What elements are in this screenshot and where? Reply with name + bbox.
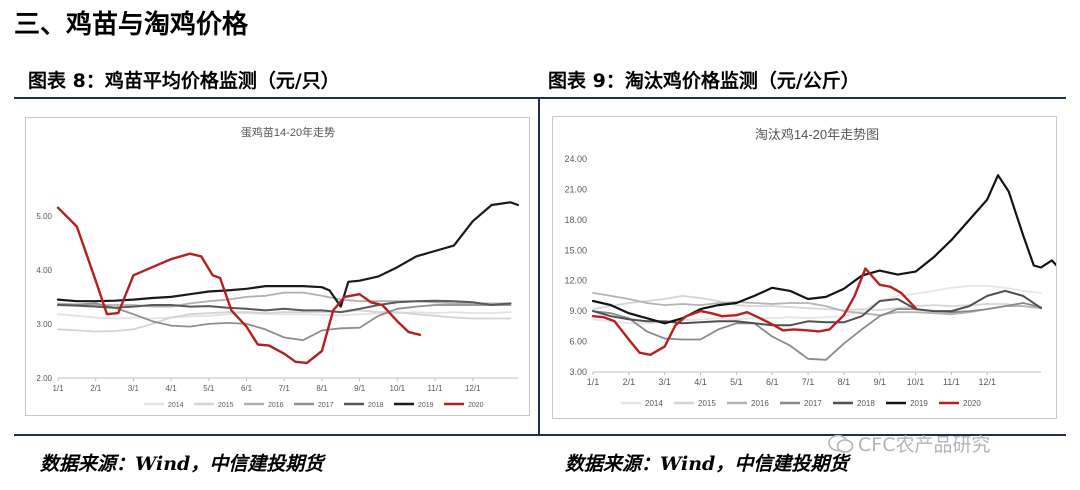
series-line-2016 (57, 291, 512, 308)
x-tick-label: 8/1 (316, 384, 328, 393)
x-tick-label: 11/1 (943, 377, 960, 387)
series-line-2019 (56, 201, 520, 308)
legend-label-2015: 2015 (218, 402, 234, 409)
legend-label-2017: 2017 (804, 399, 822, 408)
bottom-rule (14, 434, 1066, 436)
x-tick-label: 8/1 (838, 377, 851, 387)
watermark-text: CFC农产品研究 (858, 434, 991, 456)
chart-egg-chick-price: 蛋鸡苗14-20年走势 2.00 3.00 4.00 5.00 1/1 2/1 3/1 4/1 5… (36, 125, 520, 409)
y-tick-label: 9.00 (569, 306, 587, 316)
source-note-left: 数据来源：Wind，中信建投期货 (40, 453, 324, 475)
legend-label-2014: 2014 (645, 399, 663, 408)
x-tick-label: 9/1 (873, 377, 886, 387)
series-line-2020 (56, 206, 422, 365)
x-tick-label: 10/1 (390, 384, 406, 393)
y-tick-label: 6.00 (569, 337, 587, 347)
figure-8-title: 图表 8：鸡苗平均价格监测（元/只） (28, 70, 340, 92)
watermark: CFC农产品研究 (828, 430, 990, 457)
x-tick-label: 3/1 (658, 377, 671, 387)
y-tick-label: 5.00 (36, 212, 52, 221)
x-tick-label: 1/1 (587, 377, 600, 387)
y-tick-label: 24.00 (564, 154, 587, 164)
column-divider (538, 97, 540, 436)
series-line-2019 (591, 174, 1078, 325)
legend-label-2019: 2019 (418, 402, 434, 409)
x-tick-label: 9/1 (354, 384, 366, 393)
x-tick-label: 6/1 (241, 384, 253, 393)
figure-9-title: 图表 9：淘汰鸡价格监测（元/公斤） (548, 70, 860, 92)
x-tick-label: 5/1 (203, 384, 215, 393)
x-tick-label: 7/1 (802, 377, 815, 387)
x-tick-label: 11/1 (428, 384, 444, 393)
legend-label-2016: 2016 (268, 402, 284, 409)
x-tick-label: 1/1 (52, 384, 64, 393)
series-line-2017 (57, 302, 512, 342)
y-tick-label: 3.00 (36, 320, 52, 329)
legend-label-2017: 2017 (318, 402, 334, 409)
y-tick-label: 3.00 (569, 367, 587, 377)
x-tick-label: 5/1 (730, 377, 743, 387)
x-tick-label: 10/1 (907, 377, 925, 387)
y-tick-label: 15.00 (564, 245, 587, 255)
x-tick-label: 6/1 (766, 377, 779, 387)
chart-title: 淘汰鸡14-20年走势图 (755, 127, 879, 142)
y-tick-label: 21.00 (564, 184, 587, 194)
series-line-2014 (57, 311, 512, 320)
section-title: 三、鸡苗与淘鸡价格 (14, 10, 249, 40)
series-line-2018 (57, 299, 512, 314)
legend-label-2018: 2018 (857, 399, 875, 408)
x-tick-label: 2/1 (623, 377, 636, 387)
series-line-2015 (57, 309, 512, 333)
x-tick-label: 12/1 (978, 377, 996, 387)
legend-label-2019: 2019 (910, 399, 928, 408)
legend-label-2020: 2020 (468, 402, 484, 409)
legend-label-2014: 2014 (168, 402, 184, 409)
legend-label-2018: 2018 (368, 402, 384, 409)
y-tick-label: 12.00 (564, 276, 587, 286)
legend-label-2016: 2016 (751, 399, 769, 408)
y-tick-label: 18.00 (564, 215, 587, 225)
series-line-2020 (591, 267, 917, 356)
legend-label-2015: 2015 (698, 399, 716, 408)
y-tick-label: 2.00 (36, 374, 52, 383)
x-tick-label: 2/1 (90, 384, 102, 393)
series-line-2015 (592, 295, 1042, 311)
y-tick-label: 4.00 (36, 266, 52, 275)
chart-panel-egg-chick: 蛋鸡苗14-20年走势 2.00 3.00 4.00 5.00 1/1 2/1 3/1 4/1 5… (25, 117, 530, 416)
x-tick-label: 3/1 (128, 384, 140, 393)
top-rule (14, 97, 1066, 99)
x-tick-label: 4/1 (694, 377, 707, 387)
wechat-icon (828, 434, 854, 453)
x-tick-label: 7/1 (279, 384, 291, 393)
series-line-2016 (592, 292, 1042, 317)
chart-title: 蛋鸡苗14-20年走势 (241, 125, 335, 139)
chart-culled-hen-price: 淘汰鸡14-20年走势图 3.00 6.00 9.00 12.00 15.00 18.00 2… (564, 127, 1078, 408)
source-note-right: 数据来源：Wind，中信建投期货 (565, 453, 849, 475)
x-tick-label: 12/1 (465, 384, 481, 393)
chart-panel-culled-hen: 淘汰鸡14-20年走势图 3.00 6.00 9.00 12.00 15.00 18.00 2… (552, 116, 1078, 419)
x-tick-label: 4/1 (166, 384, 178, 393)
legend-label-2020: 2020 (963, 399, 981, 408)
